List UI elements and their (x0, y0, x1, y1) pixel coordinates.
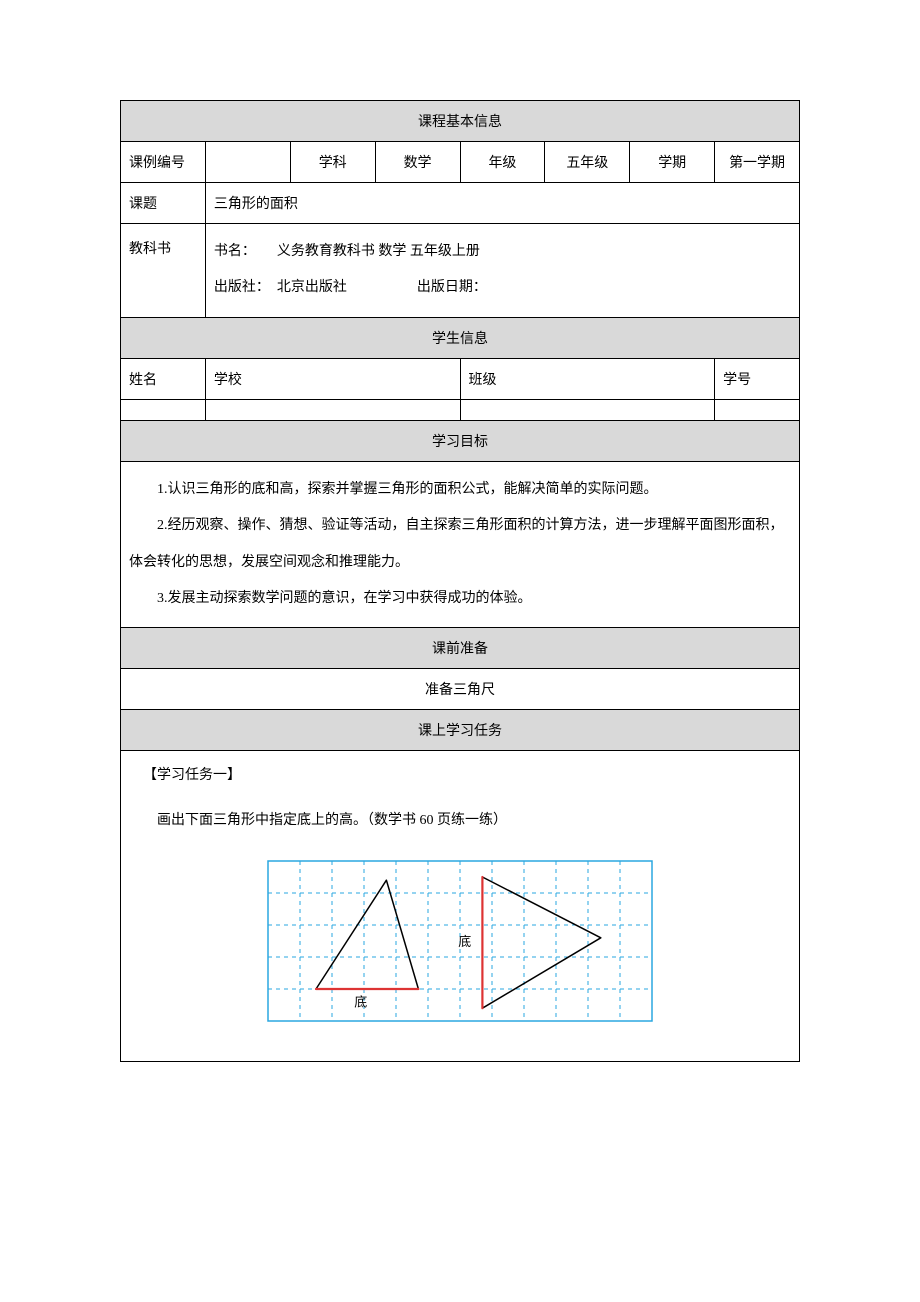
section-preclass: 课前准备 (121, 628, 800, 669)
section-course-info: 课程基本信息 (121, 101, 800, 142)
triangle-grid-svg: 底底 (258, 851, 662, 1051)
value-topic: 三角形的面积 (205, 183, 799, 224)
value-subject: 数学 (375, 142, 460, 183)
svg-text:底: 底 (458, 934, 471, 949)
preclass-content: 准备三角尺 (121, 669, 800, 710)
label-topic: 课题 (121, 183, 206, 224)
objective-1: 1.认识三角形的底和高，探索并掌握三角形的面积公式，能解决简单的实际问题。 (129, 472, 791, 508)
section-objectives: 学习目标 (121, 420, 800, 461)
value-school (205, 399, 460, 420)
task-heading: 【学习任务一】 (129, 761, 791, 792)
value-textbook: 书名： 义务教育教科书 数学 五年级上册 出版社： 北京出版社 出版日期： (205, 224, 799, 318)
triangle-figure: 底底 (129, 851, 791, 1051)
objectives-cell: 1.认识三角形的底和高，探索并掌握三角形的面积公式，能解决简单的实际问题。 2.… (121, 461, 800, 628)
label-name: 姓名 (121, 358, 206, 399)
value-grade: 五年级 (545, 142, 630, 183)
textbook-line2: 出版社： 北京出版社 出版日期： (214, 270, 791, 306)
section-student-info: 学生信息 (121, 317, 800, 358)
label-case-no: 课例编号 (121, 142, 206, 183)
value-case-no (205, 142, 290, 183)
label-sid: 学号 (715, 358, 800, 399)
value-class (460, 399, 715, 420)
label-school: 学校 (205, 358, 460, 399)
label-class: 班级 (460, 358, 715, 399)
objective-3: 3.发展主动探索数学问题的意识，在学习中获得成功的体验。 (129, 581, 791, 617)
label-textbook: 教科书 (121, 224, 206, 318)
value-term: 第一学期 (715, 142, 800, 183)
task-prompt: 画出下面三角形中指定底上的高。（数学书 60 页练一练） (129, 806, 791, 837)
value-sid (715, 399, 800, 420)
task-cell: 【学习任务一】 画出下面三角形中指定底上的高。（数学书 60 页练一练） 底底 (121, 751, 800, 1062)
label-grade: 年级 (460, 142, 545, 183)
document-table: 课程基本信息 课例编号 学科 数学 年级 五年级 学期 第一学期 课题 三角形的… (120, 100, 800, 1062)
objective-2-text: 2.经历观察、操作、猜想、验证等活动，自主探索三角形面积的计算方法，进一步理解平… (129, 518, 784, 569)
page: 课程基本信息 课例编号 学科 数学 年级 五年级 学期 第一学期 课题 三角形的… (0, 0, 920, 1302)
textbook-line1: 书名： 义务教育教科书 数学 五年级上册 (214, 234, 791, 270)
svg-text:底: 底 (354, 995, 367, 1010)
section-inclass: 课上学习任务 (121, 710, 800, 751)
value-name (121, 399, 206, 420)
label-term: 学期 (630, 142, 715, 183)
objective-2: 2.经历观察、操作、猜想、验证等活动，自主探索三角形面积的计算方法，进一步理解平… (129, 508, 791, 581)
label-subject: 学科 (290, 142, 375, 183)
